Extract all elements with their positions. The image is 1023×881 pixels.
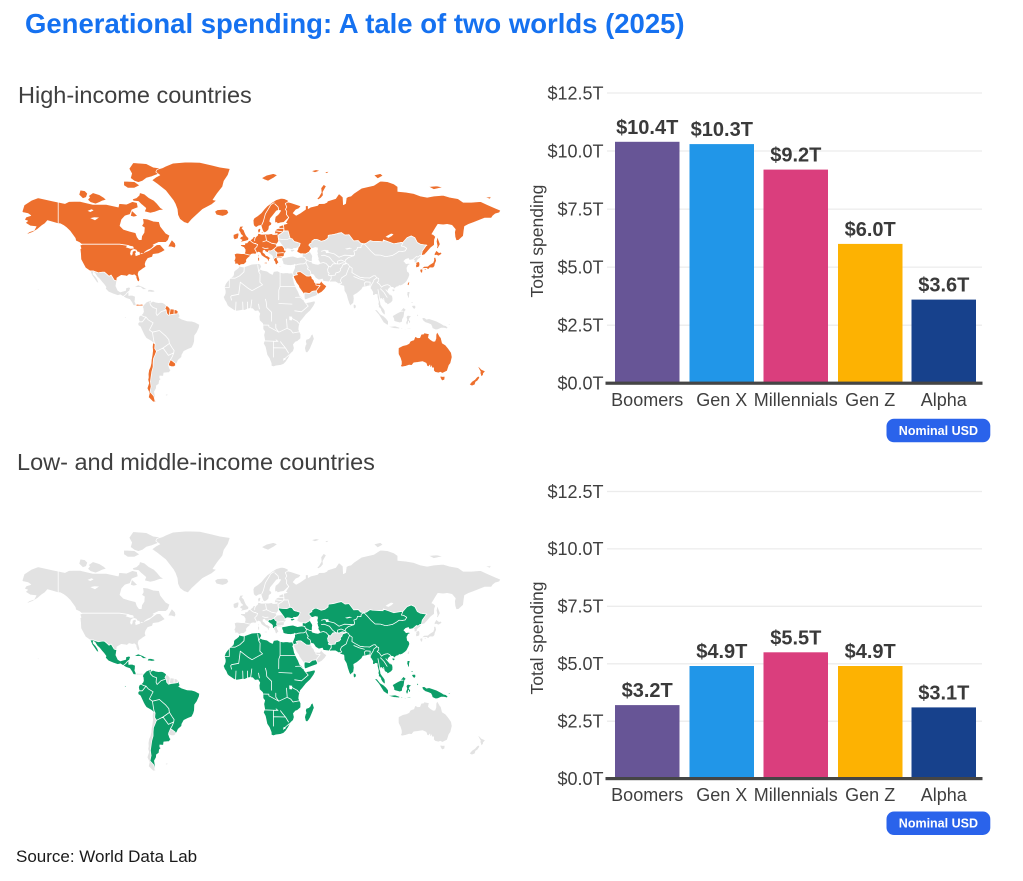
svg-text:$12.5T: $12.5T bbox=[547, 83, 603, 103]
svg-text:Boomers: Boomers bbox=[611, 785, 683, 805]
svg-text:$3.6T: $3.6T bbox=[918, 275, 969, 297]
svg-text:Gen Z: Gen Z bbox=[845, 390, 895, 410]
svg-text:$5.0T: $5.0T bbox=[557, 257, 603, 277]
svg-text:$0.0T: $0.0T bbox=[557, 374, 603, 394]
svg-text:Alpha: Alpha bbox=[921, 785, 968, 805]
svg-text:$10.3T: $10.3T bbox=[691, 119, 753, 141]
svg-text:$6.0T: $6.0T bbox=[845, 219, 896, 241]
svg-text:Alpha: Alpha bbox=[921, 390, 968, 410]
svg-text:$2.5T: $2.5T bbox=[557, 712, 603, 732]
svg-text:$7.5T: $7.5T bbox=[557, 597, 603, 617]
svg-text:Total spending: Total spending bbox=[527, 185, 547, 298]
svg-text:$7.5T: $7.5T bbox=[557, 199, 603, 219]
svg-text:$4.9T: $4.9T bbox=[845, 641, 896, 663]
svg-text:Millennials: Millennials bbox=[754, 785, 838, 805]
svg-text:$10.0T: $10.0T bbox=[547, 539, 603, 559]
svg-text:$12.5T: $12.5T bbox=[547, 482, 603, 502]
svg-text:$0.0T: $0.0T bbox=[557, 769, 603, 789]
svg-text:$5.0T: $5.0T bbox=[557, 654, 603, 674]
svg-text:Millennials: Millennials bbox=[754, 390, 838, 410]
svg-text:$3.1T: $3.1T bbox=[918, 682, 969, 704]
svg-text:$3.2T: $3.2T bbox=[622, 680, 673, 702]
svg-text:Total spending: Total spending bbox=[527, 582, 547, 695]
svg-text:Gen X: Gen X bbox=[696, 390, 747, 410]
svg-text:$4.9T: $4.9T bbox=[696, 641, 747, 663]
svg-text:$5.5T: $5.5T bbox=[770, 627, 821, 649]
svg-text:Nominal USD: Nominal USD bbox=[899, 424, 978, 438]
svg-text:$10.0T: $10.0T bbox=[547, 141, 603, 161]
svg-text:Gen Z: Gen Z bbox=[845, 785, 895, 805]
svg-text:$2.5T: $2.5T bbox=[557, 316, 603, 336]
svg-text:$9.2T: $9.2T bbox=[770, 145, 821, 167]
svg-text:$10.4T: $10.4T bbox=[616, 117, 678, 139]
svg-text:Gen X: Gen X bbox=[696, 785, 747, 805]
svg-text:Nominal USD: Nominal USD bbox=[899, 817, 978, 831]
svg-text:Boomers: Boomers bbox=[611, 390, 683, 410]
